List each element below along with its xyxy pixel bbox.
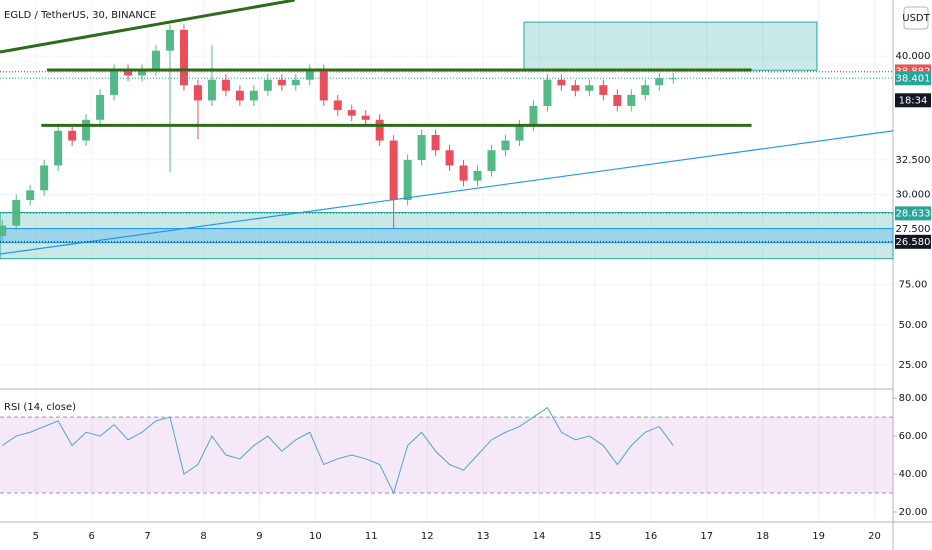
candle-body [543,79,552,106]
x-tick-label: 14 [533,531,546,542]
rsi-tick-label: 20.00 [899,507,928,518]
candle-body [54,130,63,166]
candle-body [138,69,147,76]
y2-tick-label: 75.00 [899,280,928,291]
candle-body [515,125,524,141]
zone [523,21,818,71]
rsi-band [0,417,893,493]
y2-tick-label: 25.00 [899,360,928,371]
candle-body [82,119,91,141]
candle-body [68,130,77,141]
x-tick-label: 16 [645,531,658,542]
candle-body [445,150,454,166]
x-tick-label: 6 [89,531,95,542]
rsi-tick-label: 40.00 [899,469,928,480]
candle-body [207,79,216,101]
trendline [0,130,894,255]
candle-body [403,159,412,201]
price-label: 26.580 [896,237,931,248]
x-tick-label: 9 [256,531,262,542]
x-tick-label: 17 [700,531,713,542]
price-label-box [895,71,931,86]
rsi-tick-label: 80.00 [899,393,928,404]
candle-body [277,79,286,86]
candle-body [487,150,496,171]
x-tick-label: 13 [477,531,490,542]
x-tick-label: 11 [365,531,378,542]
candle-body [26,190,35,201]
candle-body [613,94,622,106]
candle-body [473,170,482,181]
candle-body [235,90,244,101]
currency-label[interactable]: USDT [902,13,930,24]
candle-body [361,115,370,120]
candle-body [124,69,133,76]
candle-body [669,78,678,80]
candle-body [193,85,202,101]
candle-body [571,85,580,91]
zone [0,211,894,260]
candle-body [152,50,161,70]
x-tick-label: 20 [868,531,881,542]
candle-body [501,140,510,151]
candle-body [333,100,342,111]
candle-body [221,79,230,91]
candle-body [599,85,608,95]
candle-body [431,135,440,151]
candle-body [12,200,21,226]
candle-body [165,29,174,51]
price-label-box [895,234,931,249]
candle-body [263,79,272,91]
y-tick-label: 27.500 [896,224,931,235]
x-tick-label: 18 [756,531,769,542]
price-label: 38.401 [896,73,931,84]
y-tick-label: 30.000 [896,190,931,201]
price-label-box [895,206,931,221]
price-label: 28.633 [896,208,931,219]
candle-body [319,69,328,101]
candle-body [179,29,188,86]
candle-body [249,90,258,101]
countdown: 18:34 [899,95,928,106]
x-tick-label: 19 [812,531,825,542]
rsi-line [1,406,674,495]
candle-body [96,94,105,120]
candle-body [110,69,119,95]
candle-body [389,140,398,201]
x-tick-label: 10 [309,531,322,542]
x-tick-label: 5 [33,531,39,542]
candle-body [459,165,468,181]
candle-body [641,85,650,95]
x-tick-label: 15 [589,531,602,542]
candle-body [375,119,384,141]
candle-body [40,165,49,191]
x-tick-label: 12 [421,531,434,542]
rsi-tick-label: 60.00 [899,431,928,442]
y-tick-label: 40.000 [896,51,931,62]
rsi-title: RSI (14, close) [4,402,76,413]
x-tick-label: 8 [200,531,206,542]
candle-body [0,225,7,237]
candle-body [347,110,356,116]
candle-body [291,79,300,86]
candle-body [305,69,314,80]
x-tick-label: 7 [144,531,150,542]
zone [0,228,894,244]
y2-tick-label: 50.00 [899,320,928,331]
currency-button[interactable] [903,6,929,30]
candle-body [655,78,664,86]
countdown-box [895,93,931,108]
candle-body [417,135,426,160]
candle-body [627,94,636,106]
chart-title: EGLD / TetherUS, 30, BINANCE [4,10,156,21]
y-tick-label: 32.500 [896,155,931,166]
candle-body [585,85,594,91]
candle-body [529,105,538,126]
candle-body [557,79,566,86]
trendline [0,0,295,54]
